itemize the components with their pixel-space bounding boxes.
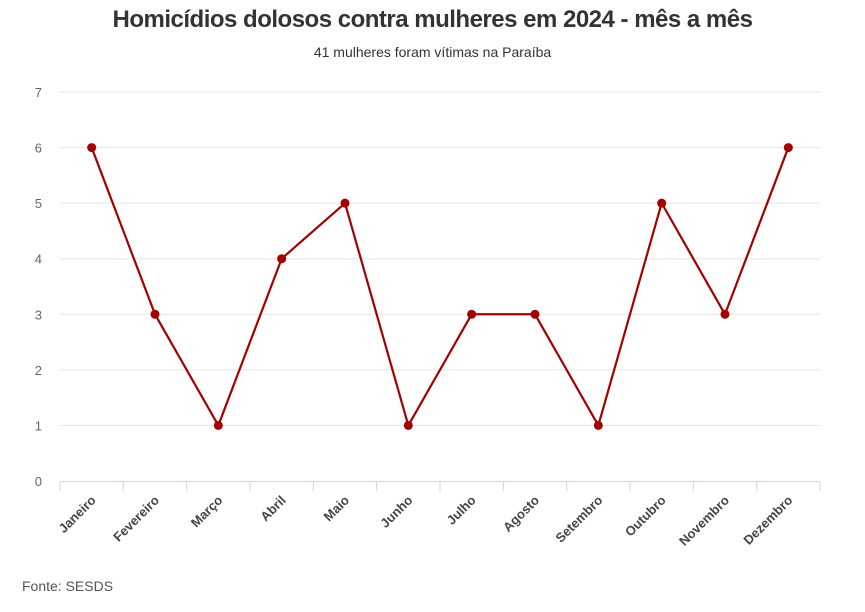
y-tick-label: 2 [35, 363, 42, 378]
y-tick-label: 7 [35, 85, 42, 100]
data-point [340, 198, 350, 208]
x-tick-label: Junho [377, 492, 415, 530]
x-tick-label: Maio [321, 492, 353, 524]
y-tick-label: 5 [35, 196, 42, 211]
x-tick-label: Janeiro [55, 492, 98, 535]
data-point [403, 420, 413, 430]
chart-subtitle: 41 mulheres foram vítimas na Paraíba [313, 44, 552, 60]
y-tick-label: 3 [35, 307, 42, 322]
source-note: Fonte: SESDS [22, 578, 114, 594]
data-point [150, 309, 160, 319]
x-tick-label: Fevereiro [110, 492, 162, 544]
data-point [783, 143, 793, 153]
data-point [530, 309, 540, 319]
chart-title: Homicídios dolosos contra mulheres em 20… [112, 6, 753, 33]
data-point [720, 309, 730, 319]
x-tick-label: Novembro [676, 492, 732, 548]
x-tick-label: Março [188, 492, 226, 530]
y-tick-label: 1 [35, 418, 42, 433]
data-point [277, 254, 287, 264]
y-tick-label: 0 [35, 474, 42, 489]
data-point [593, 420, 603, 430]
data-point [213, 420, 223, 430]
x-tick-label: Setembro [552, 492, 605, 545]
data-point [87, 143, 97, 153]
y-tick-label: 6 [35, 141, 42, 156]
data-point [657, 198, 667, 208]
y-tick-label: 4 [35, 252, 42, 267]
x-tick-label: Abril [257, 493, 289, 525]
series-line [90, 147, 790, 427]
data-point [467, 309, 477, 319]
x-tick-label: Outubro [622, 492, 669, 539]
x-tick-label: Dezembro [740, 492, 795, 547]
x-tick-label: Agosto [500, 492, 542, 534]
x-tick-label: Julho [444, 492, 479, 527]
